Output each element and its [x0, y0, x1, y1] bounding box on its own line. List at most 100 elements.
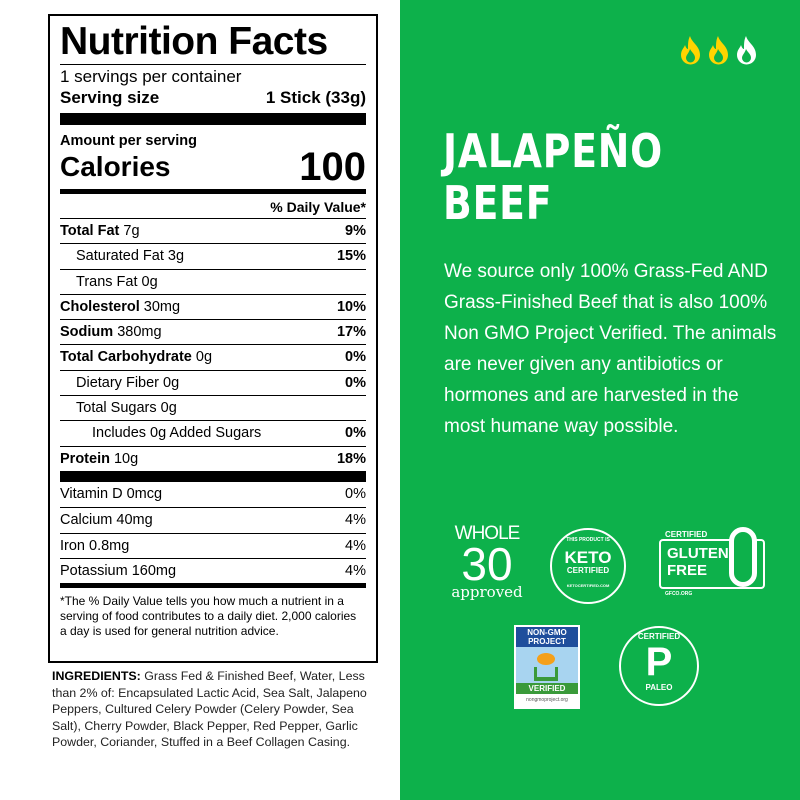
whole30-line2: 30 — [461, 538, 513, 590]
nutrition-facts-label: Nutrition Facts 1 servings per container… — [48, 14, 378, 663]
nutrient-amount: 7g — [123, 223, 140, 239]
nutrient-name: Cholesterol 30mg — [60, 295, 180, 319]
title-line-1: JALAPEÑO — [443, 124, 664, 178]
nutrient-label: Total Carbohydrate — [60, 349, 192, 366]
vitamin-name: Vitamin D 0mcg — [60, 485, 163, 502]
nutrient-row: Sodium 380mg 17% — [60, 319, 366, 344]
nongmo-line1: NON-GMO — [527, 628, 567, 637]
servings-per-container: 1 servings per container — [60, 67, 242, 86]
gluten-top: CERTIFIED — [665, 530, 708, 539]
paleo-certified-badge: CERTIFIED P PALEO — [619, 626, 699, 706]
calories-row: Calories 100 — [60, 145, 366, 189]
nutrient-row: Total Sugars 0g — [60, 395, 366, 420]
gluten-main2: FREE — [667, 562, 708, 579]
nutrient-name: Dietary Fiber 0g — [60, 371, 179, 395]
nutrient-amount: 0g — [141, 273, 158, 290]
nutrient-dv: 0% — [345, 374, 366, 391]
nutrient-name: Sodium 380mg — [60, 320, 162, 344]
nutrient-row: Protein 10g 18% — [60, 445, 366, 471]
flame-icon — [709, 36, 728, 65]
whole30-badge: WHOLE 30 approved — [447, 523, 527, 601]
nutrient-row: Total Fat 7g 9% — [60, 218, 366, 243]
paleo-bottom: PALEO — [645, 683, 673, 692]
product-description: We source only 100% Grass-Fed AND Grass-… — [444, 261, 777, 437]
ingredients: INGREDIENTS: Grass Fed & Finished Beef, … — [52, 668, 378, 751]
nutrient-amount: 30mg — [143, 298, 181, 315]
paleo-top: CERTIFIED — [637, 632, 681, 641]
butterfly-icon — [516, 647, 578, 683]
nutrient-row: Saturated Fat 3g 15% — [60, 243, 366, 268]
serving-size-label: Serving size — [60, 88, 160, 107]
nutrient-amount: 0g — [195, 349, 213, 366]
vitamin-dv: 4% — [345, 562, 366, 579]
nutrient-label: Sodium — [60, 324, 114, 341]
vitamin-row: Vitamin D 0mcg 0% — [60, 482, 366, 507]
nutrient-label: Total Fat — [60, 223, 120, 239]
vitamin-row: Potassium 160mg 4% — [60, 557, 366, 583]
whole30-line3: approved — [451, 583, 523, 601]
whole30-line1: WHOLE — [454, 523, 521, 544]
calories-label: Calories — [60, 151, 171, 182]
gluten-bottom: GFCO.ORG — [665, 591, 693, 597]
vitamin-name: Iron 0.8mg — [60, 537, 130, 554]
vitamin-row: Iron 0.8mg 4% — [60, 532, 366, 558]
gluten-free-badge: CERTIFIED GLUTEN FREE GFCO.ORG — [659, 527, 769, 597]
daily-value-header: % Daily Value* — [270, 199, 366, 215]
amount-per-serving: Amount per serving — [60, 133, 197, 149]
keto-main2: CERTIFIED — [566, 566, 610, 575]
nongmo-line2: PROJECT — [528, 637, 566, 646]
keto-main: KETO — [564, 548, 612, 567]
nutrient-amount: 3g — [167, 248, 185, 265]
nutrient-row: Includes 0g Added Sugars 0% — [60, 420, 366, 445]
paleo-letter: P — [645, 640, 673, 684]
nutrient-name: Total Sugars 0g — [60, 396, 177, 420]
vitamin-dv: 4% — [345, 512, 366, 529]
gluten-main1: GLUTEN — [667, 545, 729, 562]
keto-top: THIS PRODUCT IS — [566, 537, 610, 543]
nutrient-amount: 0g — [163, 374, 180, 391]
product-title: JALAPEÑO BEEF — [443, 125, 663, 229]
nutrient-row: Dietary Fiber 0g 0% — [60, 369, 366, 395]
vitamin-name: Calcium 40mg — [60, 512, 153, 529]
nutrient-row: Cholesterol 30mg 10% — [60, 293, 366, 319]
keto-certified-badge: THIS PRODUCT IS KETO CERTIFIED KETOCERTI… — [550, 528, 626, 604]
nutrient-row: Trans Fat 0g — [60, 268, 366, 294]
nutrient-dv: 17% — [336, 324, 366, 341]
nutrient-dv: 10% — [336, 298, 366, 315]
calories-value: 100 — [299, 145, 366, 189]
serving-size: Serving size 1 Stick (33g) — [60, 87, 366, 109]
nutrient-dv: 0% — [345, 425, 366, 442]
nutrient-name: Includes 0g Added Sugars — [60, 421, 261, 445]
nutrient-name: Total Carbohydrate 0g — [60, 345, 212, 369]
heat-level — [678, 35, 759, 65]
non-gmo-badge: NON-GMO PROJECT VERIFIED nongmoproject.or… — [514, 625, 580, 709]
nutrient-label: Protein — [60, 450, 110, 467]
vitamin-row: Calcium 40mg 4% — [60, 507, 366, 532]
g-icon — [729, 527, 757, 587]
nutrient-dv: 0% — [345, 349, 366, 366]
title-line-2: BEEF — [443, 176, 553, 230]
nutrient-dv: 18% — [336, 450, 366, 467]
keto-bottom: KETOCERTIFIED.COM — [566, 583, 610, 588]
nutrient-label: Trans Fat — [76, 273, 138, 290]
ingredients-text: Grass Fed & Finished Beef, Water, Less t… — [52, 669, 367, 749]
vitamin-dv: 4% — [345, 537, 366, 554]
nutrition-panel — [0, 0, 400, 800]
ingredients-label: INGREDIENTS: — [52, 669, 141, 683]
vitamin-dv: 0% — [345, 485, 366, 502]
nutrient-name: Protein 10g — [60, 447, 138, 471]
nutrient-row: Total Carbohydrate 0g 0% — [60, 344, 366, 369]
footnote: *The % Daily Value tells you how much a … — [60, 594, 357, 639]
nutrition-title: Nutrition Facts — [60, 20, 328, 63]
flame-icon — [737, 36, 756, 65]
vitamin-name: Potassium 160mg — [60, 562, 177, 579]
nongmo-verified: VERIFIED — [516, 683, 578, 694]
nutrient-label: Dietary Fiber — [76, 374, 159, 391]
nutrient-dv: 15% — [336, 248, 366, 265]
nutrient-label: Cholesterol — [60, 298, 140, 315]
nutrient-amount: 380mg — [117, 324, 162, 341]
nutrient-name: Total Fat 7g — [60, 219, 140, 243]
nutrient-name: Trans Fat 0g — [60, 270, 158, 294]
nongmo-url: nongmoproject.org — [526, 697, 568, 703]
nutrient-label: Total Sugars — [76, 400, 157, 417]
